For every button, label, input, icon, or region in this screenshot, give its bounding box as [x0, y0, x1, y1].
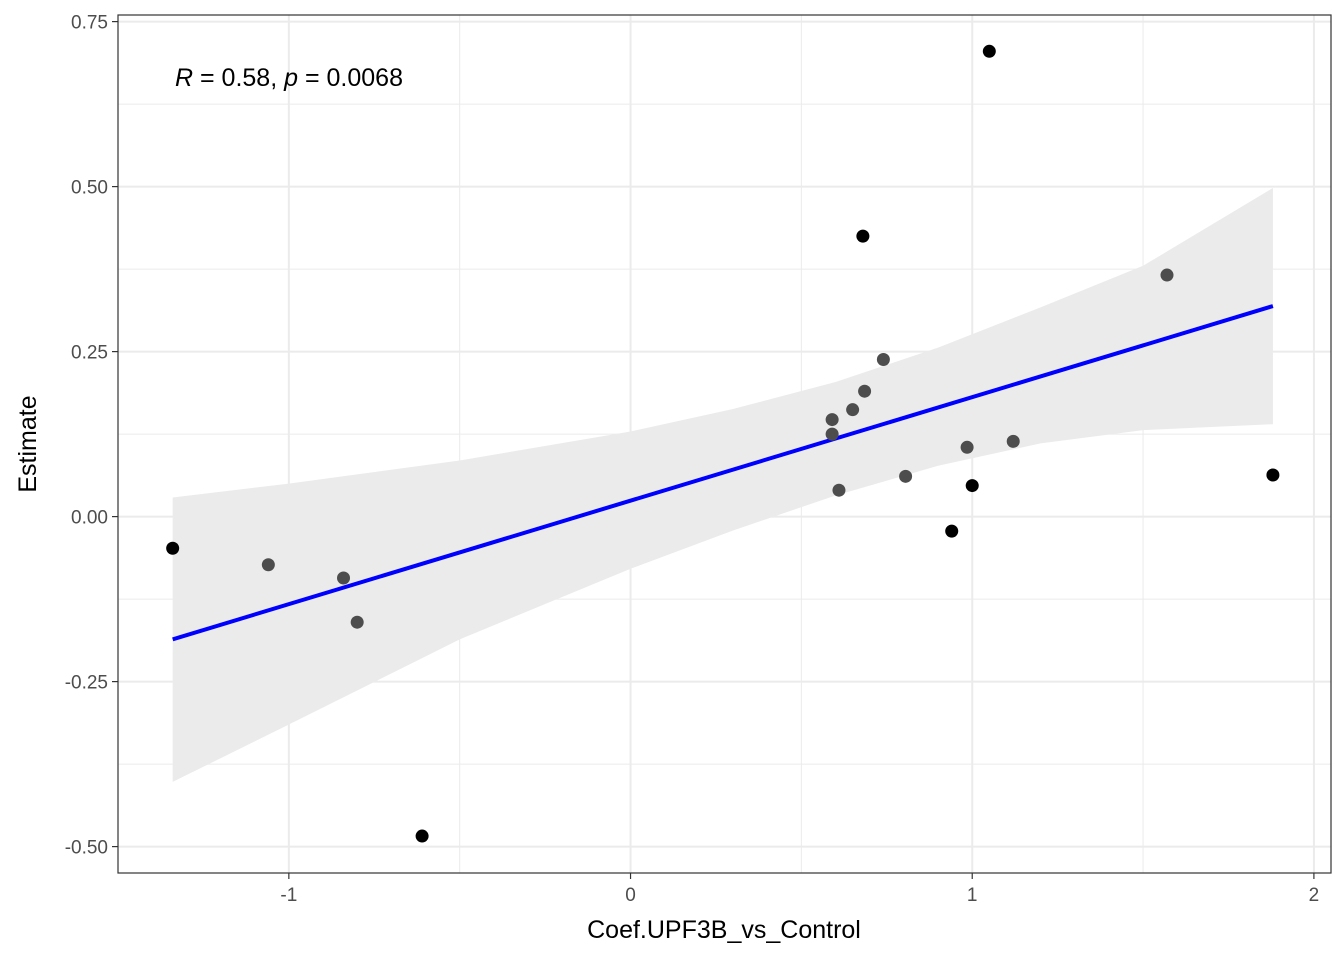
regression-line: [172, 304, 1274, 642]
correlation-annotation: R = 0.58, p = 0.0068: [175, 64, 403, 92]
y-axis-title: Estimate: [14, 395, 42, 492]
y-tick-label: -0.50: [65, 838, 108, 859]
y-tick-label: 0.50: [71, 178, 108, 199]
x-axis-title: Coef.UPF3B_vs_Control: [587, 916, 861, 944]
y-tick-label: 0.25: [71, 343, 108, 364]
data-point: [1006, 434, 1020, 448]
data-point: [415, 829, 429, 843]
data-point: [856, 229, 870, 243]
x-tick-label: 1: [967, 885, 978, 906]
x-axis-ticks: -1 0 1 2: [280, 873, 1319, 906]
data-point: [965, 479, 979, 493]
data-point: [825, 427, 839, 441]
data-point: [1160, 268, 1174, 282]
x-tick-label: -1: [280, 885, 297, 906]
data-point: [899, 469, 913, 483]
confidence-band: [172, 187, 1273, 782]
p-value: = 0.0068: [298, 64, 403, 92]
data-point: [166, 541, 180, 555]
data-point: [945, 524, 959, 538]
data-point: [876, 353, 890, 367]
p-symbol: p: [283, 64, 298, 92]
x-tick-label: 2: [1309, 885, 1320, 906]
y-tick-label: 0.75: [71, 13, 108, 34]
data-point: [825, 413, 839, 427]
data-point: [858, 384, 872, 398]
data-point: [960, 440, 974, 454]
panel-border: [117, 14, 1332, 874]
y-tick-label: 0.00: [71, 508, 108, 529]
data-point: [832, 483, 846, 497]
data-point: [1266, 468, 1280, 482]
data-point: [846, 403, 860, 417]
y-axis-ticks: -0.50 -0.25 0.00 0.25 0.50 0.75: [65, 13, 118, 859]
data-point: [337, 571, 351, 585]
y-tick-label: -0.25: [65, 673, 108, 694]
r-value: = 0.58,: [193, 64, 284, 92]
x-tick-label: 0: [625, 885, 636, 906]
data-point: [261, 558, 275, 572]
data-point: [982, 44, 996, 58]
data-point: [350, 615, 364, 629]
r-symbol: R: [175, 64, 193, 92]
data-points: [166, 44, 1280, 843]
